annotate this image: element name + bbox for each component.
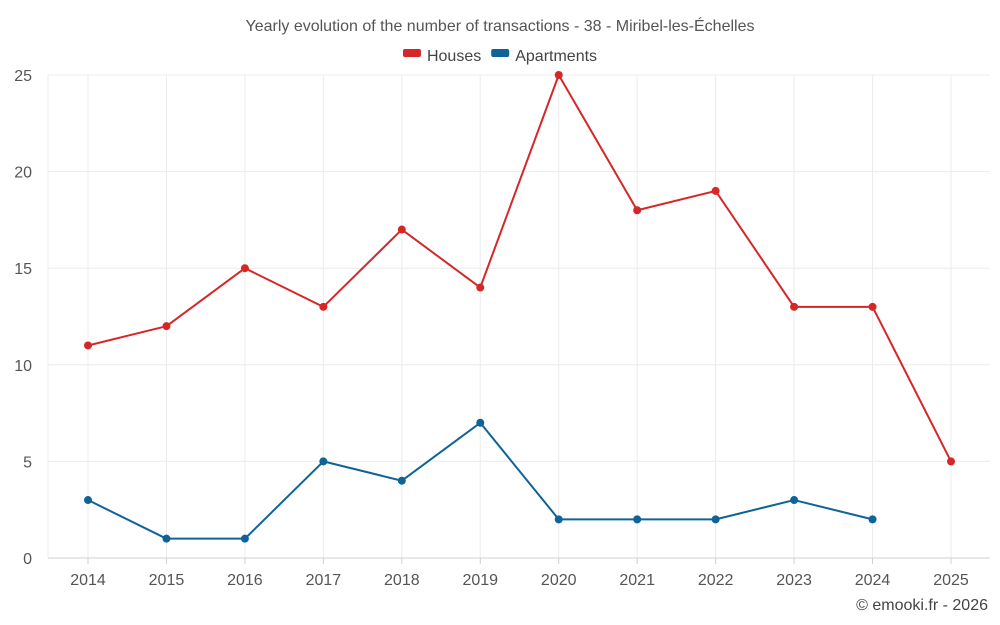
x-tick-label: 2018	[384, 572, 420, 589]
data-point-houses-2016[interactable]	[240, 264, 249, 273]
x-tick-label: 2016	[227, 572, 263, 589]
chart-title: Yearly evolution of the number of transa…	[246, 16, 755, 35]
x-tick-label: 2015	[149, 572, 185, 589]
data-point-houses-2024[interactable]	[868, 302, 877, 311]
data-point-apartments-2024[interactable]	[868, 515, 877, 524]
y-tick-label: 25	[14, 68, 32, 85]
data-point-houses-2021[interactable]	[633, 206, 642, 215]
legend: Houses Apartments	[402, 48, 597, 65]
data-point-apartments-2016[interactable]	[240, 534, 249, 543]
x-tick-label: 2025	[933, 572, 969, 589]
data-point-houses-2014[interactable]	[84, 341, 92, 350]
data-point-apartments-2023[interactable]	[790, 496, 799, 505]
data-point-apartments-2019[interactable]	[476, 418, 485, 427]
y-axis-ticks: 0 5 10 15 20 25	[14, 68, 32, 568]
x-tick-label: 2021	[619, 572, 655, 589]
x-tick-label: 2024	[855, 572, 891, 589]
credit-text: © emooki.fr - 2026	[856, 597, 988, 614]
legend-item-houses[interactable]: Houses	[402, 48, 481, 65]
y-tick-label: 10	[14, 358, 32, 375]
data-point-apartments-2018[interactable]	[397, 476, 406, 485]
data-point-houses-2022[interactable]	[711, 186, 720, 195]
data-point-apartments-2015[interactable]	[162, 534, 171, 543]
data-point-apartments-2014[interactable]	[84, 496, 92, 505]
data-point-houses-2023[interactable]	[790, 302, 799, 311]
data-point-houses-2025[interactable]	[947, 457, 955, 466]
data-point-houses-2019[interactable]	[476, 283, 485, 292]
data-point-houses-2017[interactable]	[319, 302, 328, 311]
x-tick-label: 2017	[306, 572, 342, 589]
data-point-apartments-2017[interactable]	[319, 457, 328, 466]
series-line-houses	[87, 74, 952, 462]
data-point-apartments-2022[interactable]	[711, 515, 720, 524]
y-tick-label: 20	[14, 165, 32, 182]
data-point-apartments-2020[interactable]	[554, 515, 563, 524]
x-gridlines	[47, 75, 952, 564]
legend-swatch	[491, 49, 510, 57]
y-gridlines	[48, 74, 990, 462]
x-tick-label: 2023	[776, 572, 812, 589]
data-point-houses-2020[interactable]	[554, 71, 563, 79]
data-point-houses-2015[interactable]	[162, 322, 171, 331]
x-tick-label: 2022	[698, 572, 734, 589]
legend-label: Houses	[427, 48, 481, 65]
x-tick-label: 2020	[541, 572, 577, 589]
series-apartments	[84, 418, 877, 543]
legend-item-apartments[interactable]: Apartments	[491, 48, 597, 65]
y-tick-label: 0	[23, 551, 32, 568]
series-houses	[84, 71, 955, 466]
y-tick-label: 5	[23, 454, 32, 471]
y-tick-label: 15	[14, 261, 32, 278]
legend-swatch	[402, 49, 421, 57]
data-point-houses-2018[interactable]	[397, 225, 406, 234]
legend-label: Apartments	[515, 48, 597, 65]
data-point-apartments-2021[interactable]	[633, 515, 642, 524]
x-tick-label: 2019	[462, 572, 498, 589]
x-axis-ticks: 2014 2015 2016 2017 2018 2019 2020 2021 2022 2023…	[70, 572, 969, 589]
x-tick-label: 2014	[70, 572, 106, 589]
series-layer	[84, 71, 955, 543]
